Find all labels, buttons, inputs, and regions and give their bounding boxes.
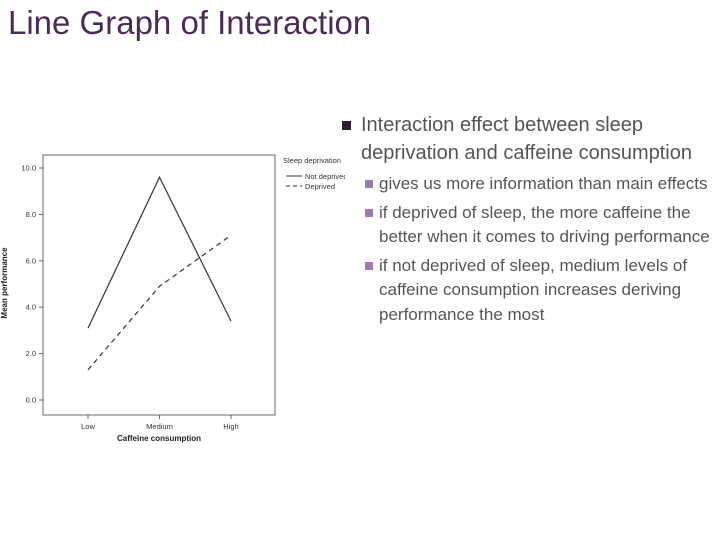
plot-frame (42, 154, 276, 416)
legend-label-deprived: Deprived (305, 182, 335, 191)
main-bullet: Interaction effect between sleep depriva… (342, 112, 714, 167)
chart-axes: 0.0 2.0 4.0 6.0 8.0 10.0 Low Medium High (21, 154, 276, 431)
sub-bullet-list: gives us more information than main effe… (342, 172, 714, 327)
sub-bullet-item: gives us more information than main effe… (365, 172, 714, 197)
chart-ylabel: Mean performance (0, 247, 9, 319)
sub-bullet-square-icon (365, 208, 373, 217)
sub-bullet-square-icon (365, 180, 373, 188)
x-tick-label: Low (81, 422, 95, 431)
sub-bullet-text: if not deprived of sleep, medium levels … (379, 255, 688, 324)
y-tick-label: 6.0 (26, 256, 36, 265)
x-tick-label: Medium (146, 422, 173, 431)
y-tick-label: 10.0 (21, 164, 36, 173)
slide-title: Line Graph of Interaction (8, 4, 372, 41)
legend-label-not-deprived: Not deprived (305, 172, 345, 181)
sub-bullet-item: if deprived of sleep, the more caffeine … (365, 201, 714, 250)
y-tick-label: 4.0 (26, 303, 36, 312)
sub-bullet-text: gives us more information than main effe… (379, 174, 708, 193)
chart-xlabel: Caffeine consumption (117, 434, 201, 443)
sub-bullet-square-icon (365, 261, 373, 270)
series-line-not-deprived (87, 175, 232, 329)
bullet-list: Interaction effect between sleep depriva… (342, 112, 714, 331)
legend-title: Sleep deprivation (283, 156, 341, 165)
y-tick-label: 0.0 (26, 396, 36, 405)
series-line-deprived (87, 234, 232, 371)
main-bullet-text: Interaction effect between sleep depriva… (361, 114, 692, 164)
y-tick-label: 8.0 (26, 210, 36, 219)
chart-series (87, 175, 232, 371)
chart-legend: Sleep deprivation Not deprived Deprived (283, 156, 345, 191)
sub-bullet-text: if deprived of sleep, the more caffeine … (379, 202, 710, 247)
line-chart: 0.0 2.0 4.0 6.0 8.0 10.0 Low Medium High Caffein… (0, 154, 345, 443)
y-tick-label: 2.0 (26, 349, 36, 358)
x-tick-label: High (223, 422, 238, 431)
bullet-square-icon (342, 121, 351, 130)
sub-bullet-item: if not deprived of sleep, medium levels … (365, 254, 714, 328)
